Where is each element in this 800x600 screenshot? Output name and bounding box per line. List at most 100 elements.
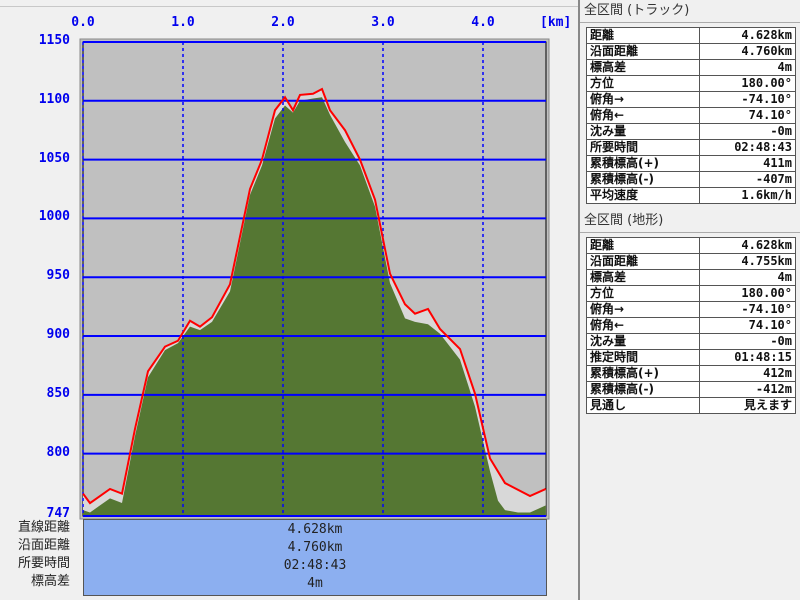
summary-label: 所要時間 xyxy=(17,556,70,571)
summary-value: 4.760km xyxy=(287,540,343,555)
x-tick-label: 1.0 xyxy=(171,15,195,30)
stat-label: 俯角→ xyxy=(586,91,700,108)
stat-label: 推定時間 xyxy=(586,349,700,366)
stat-value: 1.6km/h xyxy=(698,187,797,204)
stat-label: 沈み量 xyxy=(586,333,700,350)
summary-value: 4.628km xyxy=(287,522,343,537)
terrain-section-header: 全区間 (地形) xyxy=(580,210,800,233)
x-tick-label: 3.0 xyxy=(371,15,395,30)
track-stats-table: 距離 4.628km 沿面距離 4.760km 標高差 4m 方位 180.00° 俯角→ -74… xyxy=(586,27,797,204)
x-unit-label: [km] xyxy=(540,15,572,30)
stat-row: 累積標高(+) 412m xyxy=(586,365,797,382)
stat-row: 見通し 見えます xyxy=(586,397,797,414)
summary-label: 沿面距離 xyxy=(17,538,70,553)
terrain-stats-table: 距離 4.628km 沿面距離 4.755km 標高差 4m 方位 180.00° 俯角→ -74… xyxy=(586,237,797,414)
stat-label: 俯角← xyxy=(586,107,700,124)
y-tick-label: 1150 xyxy=(38,33,70,48)
elevation-profile-chart[interactable] xyxy=(78,36,552,520)
track-section-header: 全区間 (トラック) xyxy=(580,0,800,23)
stat-value: 4.628km xyxy=(698,27,797,44)
stat-row: 推定時間 01:48:15 xyxy=(586,349,797,366)
stats-panel: 全区間 (トラック) 距離 4.628km 沿面距離 4.760km 標高差 4m 方位 18… xyxy=(578,0,800,600)
stat-label: 俯角→ xyxy=(586,301,700,318)
stat-row: 方位 180.00° xyxy=(586,75,797,92)
stat-row: 俯角→ -74.10° xyxy=(586,91,797,108)
stat-label: 累積標高(+) xyxy=(586,365,700,382)
stat-label: 方位 xyxy=(586,285,700,302)
x-tick-label: 2.0 xyxy=(271,15,295,30)
stat-row: 標高差 4m xyxy=(586,269,797,286)
y-tick-label: 950 xyxy=(46,268,70,284)
stat-row: 累積標高(-) -407m xyxy=(586,171,797,188)
stat-label: 沿面距離 xyxy=(586,253,700,270)
stat-label: 累積標高(-) xyxy=(586,381,700,398)
stat-label: 平均速度 xyxy=(586,187,700,204)
stat-value: 見えます xyxy=(698,397,797,414)
summary-value: 4m xyxy=(307,576,323,591)
stat-row: 標高差 4m xyxy=(586,59,797,76)
summary-label: 標高差 xyxy=(30,574,70,589)
stat-row: 距離 4.628km xyxy=(586,237,797,254)
stat-label: 沈み量 xyxy=(586,123,700,140)
stat-row: 俯角← 74.10° xyxy=(586,107,797,124)
stat-label: 距離 xyxy=(586,27,700,44)
stat-value: 74.10° xyxy=(698,317,797,334)
stat-label: 方位 xyxy=(586,75,700,92)
stat-value: -0m xyxy=(698,123,797,140)
stat-row: 沈み量 -0m xyxy=(586,333,797,350)
toolbar-strip xyxy=(0,0,578,7)
stat-row: 沈み量 -0m xyxy=(586,123,797,140)
stat-row: 累積標高(+) 411m xyxy=(586,155,797,172)
y-tick-label: 800 xyxy=(46,444,70,460)
track-line xyxy=(82,87,547,505)
y-tick-label: 1100 xyxy=(38,91,70,107)
y-tick-label: 1050 xyxy=(38,150,70,166)
stat-label: 距離 xyxy=(586,237,700,254)
y-tick-label: 850 xyxy=(46,385,70,401)
stat-label: 標高差 xyxy=(586,59,700,76)
stat-value: -0m xyxy=(698,333,797,350)
stat-row: 方位 180.00° xyxy=(586,285,797,302)
summary-label: 直線距離 xyxy=(17,520,70,535)
summary-value: 02:48:43 xyxy=(283,558,347,573)
stat-value: 02:48:43 xyxy=(698,139,797,156)
stat-value: 4m xyxy=(698,59,797,76)
stat-value: -74.10° xyxy=(698,301,797,318)
stat-value: 4.760km xyxy=(698,43,797,60)
stat-row: 俯角← 74.10° xyxy=(586,317,797,334)
stat-value: 412m xyxy=(698,365,797,382)
stat-label: 俯角← xyxy=(586,317,700,334)
stat-value: 4.755km xyxy=(698,253,797,270)
stat-row: 沿面距離 4.760km xyxy=(586,43,797,60)
stat-value: 180.00° xyxy=(698,75,797,92)
stat-label: 累積標高(+) xyxy=(586,155,700,172)
stat-value: 4.628km xyxy=(698,237,797,254)
stat-value: 180.00° xyxy=(698,285,797,302)
x-tick-label: 4.0 xyxy=(471,15,495,30)
stat-row: 所要時間 02:48:43 xyxy=(586,139,797,156)
stat-value: 74.10° xyxy=(698,107,797,124)
stat-row: 累積標高(-) -412m xyxy=(586,381,797,398)
y-tick-label: 1000 xyxy=(38,209,70,225)
stat-row: 沿面距離 4.755km xyxy=(586,253,797,270)
stat-label: 標高差 xyxy=(586,269,700,286)
stat-label: 見通し xyxy=(586,397,700,414)
stat-value: -412m xyxy=(698,381,797,398)
stat-label: 累積標高(-) xyxy=(586,171,700,188)
stat-label: 沿面距離 xyxy=(586,43,700,60)
summary-labels: 直線距離 沿面距離 所要時間 標高差 xyxy=(4,519,70,591)
stat-value: -74.10° xyxy=(698,91,797,108)
stat-row: 距離 4.628km xyxy=(586,27,797,44)
stat-value: 4m xyxy=(698,269,797,286)
y-tick-label: 747 xyxy=(46,506,70,521)
stat-value: 01:48:15 xyxy=(698,349,797,366)
stat-label: 所要時間 xyxy=(586,139,700,156)
stat-row: 平均速度 1.6km/h xyxy=(586,187,797,204)
terrain-area xyxy=(83,97,546,516)
stat-value: -407m xyxy=(698,171,797,188)
summary-box: 4.628km 4.760km 02:48:43 4m xyxy=(83,519,547,596)
stat-row: 俯角→ -74.10° xyxy=(586,301,797,318)
stat-value: 411m xyxy=(698,155,797,172)
y-tick-label: 900 xyxy=(46,327,70,343)
x-tick-label: 0.0 xyxy=(71,15,95,30)
